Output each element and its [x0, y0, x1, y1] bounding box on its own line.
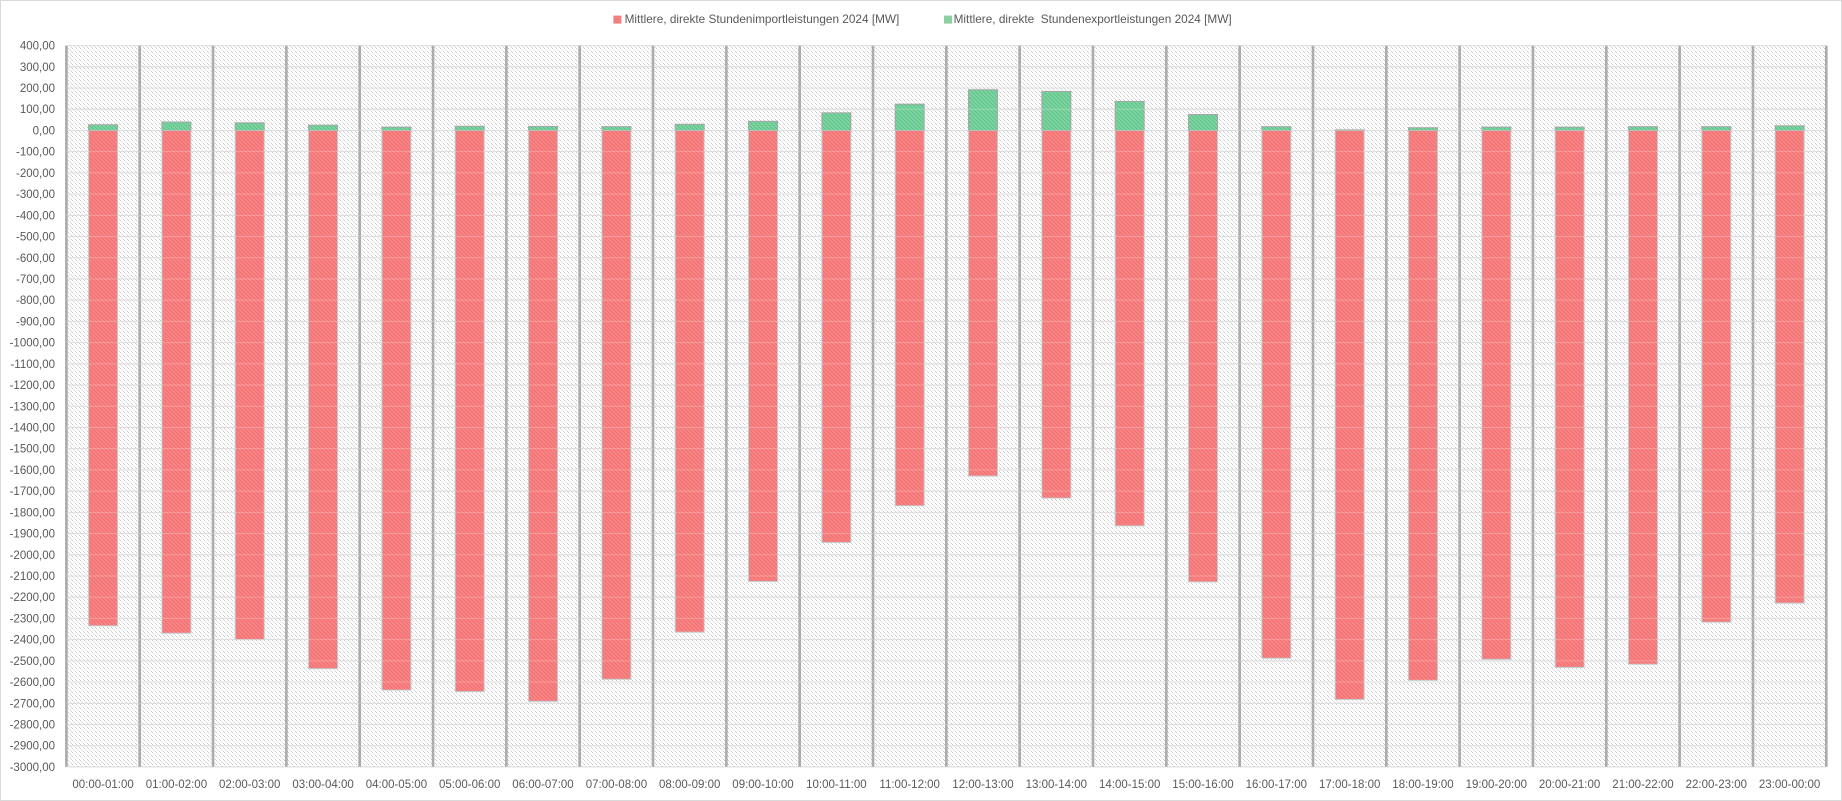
svg-text:-400,00: -400,00 — [16, 210, 55, 222]
svg-text:19:00-20:00: 19:00-20:00 — [1466, 779, 1527, 791]
svg-text:03:00-04:00: 03:00-04:00 — [292, 779, 353, 791]
svg-text:-500,00: -500,00 — [16, 232, 55, 244]
svg-text:-2500,00: -2500,00 — [10, 656, 55, 668]
svg-text:08:00-09:00: 08:00-09:00 — [659, 779, 720, 791]
svg-text:-1600,00: -1600,00 — [10, 465, 55, 477]
svg-text:-2900,00: -2900,00 — [10, 741, 55, 753]
svg-text:-1300,00: -1300,00 — [10, 401, 55, 413]
svg-text:200,00: 200,00 — [20, 83, 55, 95]
svg-text:13:00-14:00: 13:00-14:00 — [1026, 779, 1087, 791]
svg-text:-2600,00: -2600,00 — [10, 677, 55, 689]
svg-text:21:00-22:00: 21:00-22:00 — [1612, 779, 1673, 791]
svg-text:-2300,00: -2300,00 — [10, 613, 55, 625]
svg-text:12:00-13:00: 12:00-13:00 — [952, 779, 1013, 791]
svg-text:20:00-21:00: 20:00-21:00 — [1539, 779, 1600, 791]
svg-text:-100,00: -100,00 — [16, 147, 55, 159]
svg-text:04:00-05:00: 04:00-05:00 — [366, 779, 427, 791]
svg-text:-200,00: -200,00 — [16, 168, 55, 180]
svg-text:23:00-00:00: 23:00-00:00 — [1759, 779, 1820, 791]
svg-text:06:00-07:00: 06:00-07:00 — [512, 779, 573, 791]
svg-text:-300,00: -300,00 — [16, 189, 55, 201]
svg-text:18:00-19:00: 18:00-19:00 — [1392, 779, 1453, 791]
svg-text:100,00: 100,00 — [20, 104, 55, 116]
svg-text:-2100,00: -2100,00 — [10, 571, 55, 583]
svg-text:14:00-15:00: 14:00-15:00 — [1099, 779, 1160, 791]
svg-text:-700,00: -700,00 — [16, 274, 55, 286]
svg-text:10:00-11:00: 10:00-11:00 — [806, 779, 867, 791]
svg-text:0,00: 0,00 — [33, 125, 55, 137]
svg-text:Mittlere, direkte Stundenexpo: Mittlere, direkte Stundenexportleistunge… — [954, 12, 1232, 26]
svg-text:-2000,00: -2000,00 — [10, 550, 55, 562]
svg-text:-2800,00: -2800,00 — [10, 719, 55, 731]
svg-text:00:00-01:00: 00:00-01:00 — [72, 779, 133, 791]
svg-text:11:00-12:00: 11:00-12:00 — [879, 779, 940, 791]
svg-text:-1200,00: -1200,00 — [10, 380, 55, 392]
svg-text:01:00-02:00: 01:00-02:00 — [146, 779, 207, 791]
svg-text:22:00-23:00: 22:00-23:00 — [1686, 779, 1747, 791]
svg-text:-900,00: -900,00 — [16, 316, 55, 328]
svg-text:-1400,00: -1400,00 — [10, 422, 55, 434]
svg-text:09:00-10:00: 09:00-10:00 — [732, 779, 793, 791]
svg-text:-600,00: -600,00 — [16, 253, 55, 265]
svg-text:-3000,00: -3000,00 — [10, 762, 55, 774]
svg-text:05:00-06:00: 05:00-06:00 — [439, 779, 500, 791]
svg-text:-1800,00: -1800,00 — [10, 507, 55, 519]
svg-text:-1700,00: -1700,00 — [10, 486, 55, 498]
svg-text:-2400,00: -2400,00 — [10, 635, 55, 647]
svg-text:400,00: 400,00 — [20, 41, 55, 53]
svg-text:15:00-16:00: 15:00-16:00 — [1172, 779, 1233, 791]
svg-text:-2200,00: -2200,00 — [10, 592, 55, 604]
svg-text:-800,00: -800,00 — [16, 295, 55, 307]
svg-text:-1900,00: -1900,00 — [10, 529, 55, 541]
svg-text:17:00-18:00: 17:00-18:00 — [1319, 779, 1380, 791]
svg-text:02:00-03:00: 02:00-03:00 — [219, 779, 280, 791]
svg-text:300,00: 300,00 — [20, 62, 55, 74]
svg-text:-1500,00: -1500,00 — [10, 444, 55, 456]
svg-text:Mittlere, direkte Stundenimpor: Mittlere, direkte Stundenimportleistunge… — [625, 12, 900, 26]
svg-text:16:00-17:00: 16:00-17:00 — [1246, 779, 1307, 791]
svg-text:-1100,00: -1100,00 — [10, 359, 55, 371]
svg-text:07:00-08:00: 07:00-08:00 — [586, 779, 647, 791]
svg-text:-1000,00: -1000,00 — [10, 338, 55, 350]
svg-text:-2700,00: -2700,00 — [10, 698, 55, 710]
